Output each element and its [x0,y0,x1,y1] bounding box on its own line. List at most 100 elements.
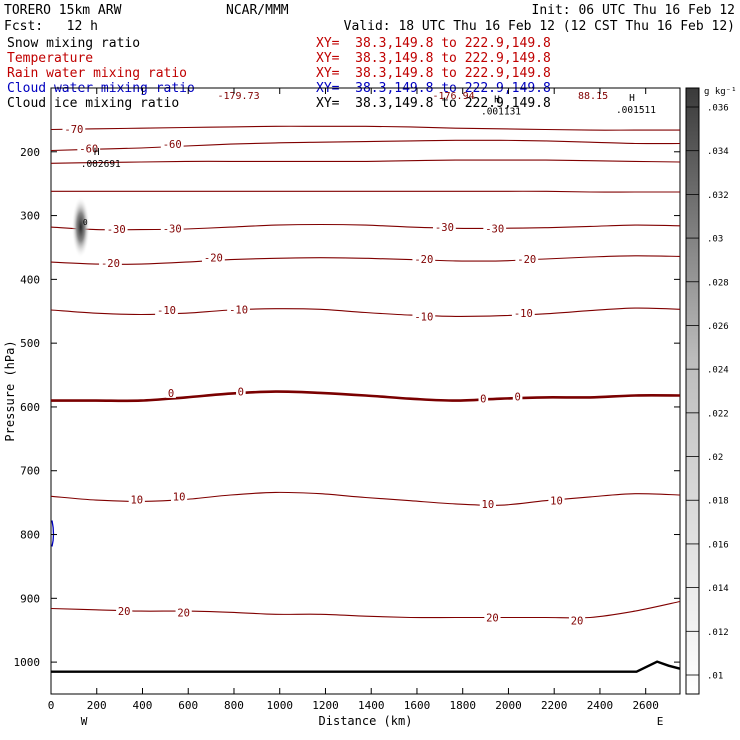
field-xy: XY= 38.3,149.8 to 222.9,149.8 [316,36,551,51]
contour-label-bg [201,251,225,263]
contour-label-bg [515,252,539,264]
contour-label-bg [128,493,145,505]
top-annotation: -179.73 [217,91,259,102]
contour-line-m10 [51,307,680,317]
snow-blob [71,196,90,259]
contour-label: 0 [238,387,244,399]
maximum-mark: H [629,93,635,104]
contour-label-bg [116,605,133,617]
colorbar-tick-label: .022 [707,409,729,419]
contour-label: 20 [177,607,190,619]
overlay-marks: 0 -70 -60 -60 -30 -30 -30 -30 -20 -20 -20 -20 -10 -10… [51,91,681,673]
x-tick-label: 1600 [404,699,431,712]
field-label: Rain water mixing ratio [7,66,187,81]
x-tick-label: 1400 [358,699,385,712]
contour-label: 10 [550,496,563,508]
maximum-value: .001131 [481,107,521,118]
y-tick-label: 700 [20,465,40,478]
contour-label-bg [236,385,246,397]
contour-label: 20 [486,612,499,624]
y-tick-label: 900 [20,592,40,605]
x-tick-label: 2600 [632,699,659,712]
x-end-label-right: E [657,715,664,728]
contour-label-bg [62,122,86,134]
colorbar-tick-label: .032 [707,191,729,201]
x-axis-label: Distance (km) [319,714,413,728]
y-tick-label: 1000 [14,656,41,669]
contour-label: 10 [482,499,495,511]
colorbar-tick-label: .03 [707,235,723,245]
y-tick-label: 300 [20,210,40,223]
forecast-hour: Fcst: 12 h [4,19,98,34]
contour-label: 0 [480,394,486,406]
contour-label: -20 [517,254,536,266]
contour-label-bg [512,390,523,402]
field-label: Snow mixing ratio [7,36,140,51]
contour-label: 20 [571,616,584,628]
contour-line-0 [51,390,680,403]
contour-label-bg [511,307,535,319]
colorbar-ramp [685,87,700,695]
x-tick-label: 0 [48,699,55,712]
axes: 0 200 400 600 800 1000 1200 1400 1600 1800 2000 220… [3,88,680,728]
contour-label: 10 [130,494,143,506]
colorbar: g kg⁻¹ .036 .034 .032 .03 .028 .026 .024 .022 .0… [685,87,737,695]
contour-line-m70 [51,125,680,131]
maximum-value: .002691 [81,159,121,170]
colorbar-tick-label: .01 [707,672,723,682]
plot-frame [50,87,681,695]
contour-label: 20 [118,606,131,618]
colorbar-tick-label: .016 [707,540,729,550]
colorbar-tick-label: .028 [707,278,729,288]
model-title: TORERO 15km ARW [4,3,122,18]
contour-label: -30 [435,222,454,234]
colorbar-tick-label: .02 [707,453,723,463]
x-tick-label: 1200 [312,699,339,712]
x-end-label-left: W [81,715,88,728]
valid-time: Valid: 18 UTC Thu 16 Feb 12 (12 CST Thu … [344,19,735,34]
contour-label: -20 [101,258,120,270]
center-title: NCAR/MMM [226,3,289,18]
y-tick-label: 800 [20,529,40,542]
contour-label: -70 [64,124,83,136]
top-annotation: -176.94 [432,91,474,102]
contour-label: -10 [414,311,433,323]
maximum-value: .001511 [616,105,656,116]
contour-label: -20 [204,253,223,265]
colorbar-tick-label: .018 [707,497,729,507]
contour-label: -10 [157,305,176,317]
colorbar-tick-label: .036 [707,104,729,114]
contour-line-m60 [51,139,680,152]
contour-label: -60 [163,139,182,151]
x-tick-label: 400 [133,699,153,712]
contour-label-bg [77,142,101,154]
contour-label-bg [99,256,122,268]
contour-label: -10 [514,308,533,320]
x-tick-label: 2400 [587,699,614,712]
contour-label-bg [175,606,192,618]
contour-line-10 [51,491,680,506]
y-axis-label: Pressure (hPa) [3,340,17,441]
contour-label-bg [479,497,496,509]
y-tick-label: 400 [20,273,40,286]
maximum-mark: H [494,95,500,106]
contour-label-bg [412,310,436,322]
contour-label-bg [170,490,188,502]
top-annotation: 88.15 [578,91,608,102]
x-tick-label: 200 [87,699,107,712]
contour-label-bg [166,386,176,398]
contour-label: 0 [168,388,174,400]
contour-line-20 [51,600,680,619]
contour-line-m40 [51,190,680,193]
snow-blob-label: 0 [83,218,88,227]
x-tick-label: 800 [224,699,244,712]
x-tick-label: 600 [178,699,198,712]
colorbar-tick-label: .024 [707,366,729,376]
contour-label-bg [548,494,565,506]
cloud-water-contour [51,520,55,547]
contour-label: 0 [514,392,520,404]
colorbar-tick-label: .012 [707,628,729,638]
contour-label-bg [484,611,501,623]
contour-label-bg [227,303,250,315]
